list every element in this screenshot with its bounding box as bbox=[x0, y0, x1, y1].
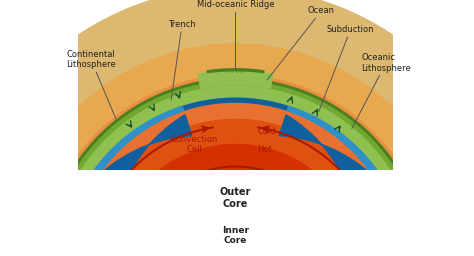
Polygon shape bbox=[279, 115, 392, 214]
Polygon shape bbox=[141, 176, 330, 256]
Polygon shape bbox=[61, 80, 410, 197]
Polygon shape bbox=[401, 199, 428, 253]
Polygon shape bbox=[287, 106, 392, 199]
Polygon shape bbox=[74, 97, 397, 208]
Text: Mantle: Mantle bbox=[0, 255, 1, 256]
Text: Cold: Cold bbox=[257, 126, 276, 135]
Text: Convection
Cell: Convection Cell bbox=[171, 135, 219, 154]
Polygon shape bbox=[207, 69, 264, 73]
Text: Inner
Core: Inner Core bbox=[222, 226, 249, 245]
Text: Continental
Lithosphere: Continental Lithosphere bbox=[66, 50, 116, 119]
Polygon shape bbox=[79, 106, 183, 199]
Text: Oceanic
Lithosphere: Oceanic Lithosphere bbox=[352, 53, 411, 129]
Polygon shape bbox=[43, 199, 71, 253]
Polygon shape bbox=[60, 79, 411, 195]
Polygon shape bbox=[63, 97, 408, 256]
Text: Ocean: Ocean bbox=[267, 6, 335, 80]
Polygon shape bbox=[53, 202, 71, 253]
Polygon shape bbox=[41, 76, 430, 256]
Polygon shape bbox=[85, 119, 386, 256]
Text: Hot: Hot bbox=[257, 145, 272, 154]
Text: Outer
Core: Outer Core bbox=[220, 187, 251, 209]
Text: Subduction: Subduction bbox=[319, 25, 374, 112]
Text: Trench: Trench bbox=[168, 20, 196, 100]
Text: Mid-oceanic Ridge: Mid-oceanic Ridge bbox=[197, 0, 274, 70]
Polygon shape bbox=[79, 115, 192, 214]
Polygon shape bbox=[65, 85, 406, 201]
Polygon shape bbox=[9, 44, 462, 256]
Polygon shape bbox=[110, 144, 361, 256]
Polygon shape bbox=[401, 202, 419, 253]
Polygon shape bbox=[179, 214, 292, 256]
Polygon shape bbox=[198, 71, 273, 88]
